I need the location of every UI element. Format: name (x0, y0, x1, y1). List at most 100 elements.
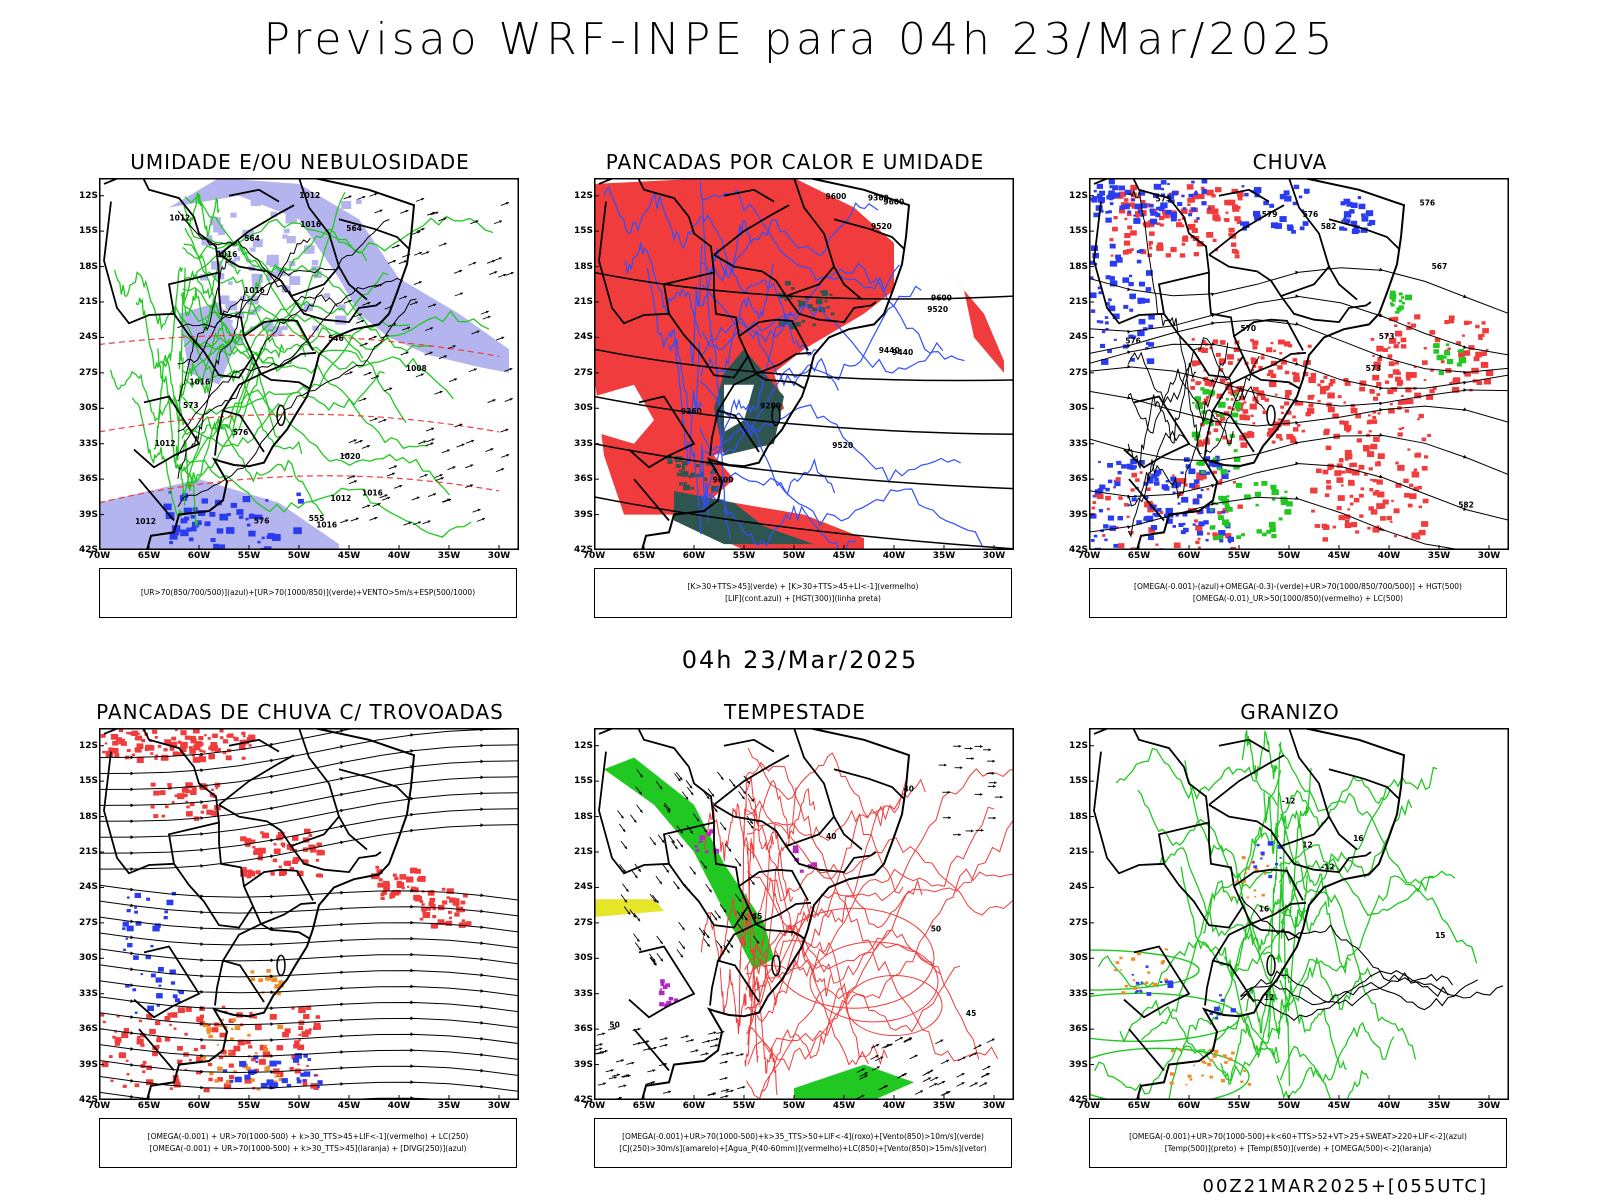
wind-arrowhead (861, 1068, 865, 1071)
wind-arrowhead (723, 827, 727, 831)
border-line (218, 728, 341, 848)
field-cell (145, 954, 151, 960)
contour-line (1267, 742, 1282, 1038)
border-line (1233, 868, 1304, 901)
border-line (833, 266, 863, 301)
field-cell (1203, 369, 1207, 372)
field-cell (1130, 248, 1134, 251)
field-cell (419, 917, 424, 921)
legend-line: [OMEGA(-0.001)+UR>70(1000-500)+k<60+TTS>… (1129, 1132, 1467, 1141)
field-cell (1340, 201, 1346, 206)
border-line (1250, 901, 1307, 925)
border-line (1328, 768, 1400, 800)
lon-axis: 70W 65W 60W 55W 50W 45W 40W 35W 30W (1078, 551, 1509, 563)
flow-arrow (130, 787, 134, 792)
flow-arrow (410, 1000, 414, 1005)
field-cell (276, 1060, 282, 1065)
field-cell (1356, 229, 1361, 233)
flow-arrow (270, 742, 274, 747)
contour-label: 564 (244, 234, 260, 243)
wind-arrowhead (439, 390, 443, 394)
flow-arrow (1379, 313, 1383, 318)
field-cell (1105, 211, 1109, 214)
contour-line (744, 761, 904, 894)
border-line (628, 945, 696, 1019)
wind-arrowhead (621, 1059, 624, 1063)
lat-tick-label: 21S (78, 847, 98, 857)
field-cell (1325, 385, 1331, 390)
border-line (290, 295, 382, 324)
field-cell (1137, 209, 1142, 214)
field-cell (699, 835, 705, 840)
field-cell (375, 865, 380, 869)
field-cell (306, 1064, 309, 1067)
field-cell (1250, 414, 1254, 417)
field-cell (1194, 190, 1198, 193)
field-cell (682, 460, 688, 466)
field-cell (1131, 957, 1136, 961)
field-cell (260, 831, 264, 834)
field-cell (1167, 983, 1174, 988)
lat-tick-label: 27S (78, 367, 98, 378)
field-cell (1181, 242, 1186, 246)
field-cell (1262, 532, 1267, 537)
field-cell (1209, 1012, 1213, 1016)
field-cell (225, 300, 238, 311)
field-cell (282, 234, 288, 239)
field-cell (454, 912, 460, 917)
wind-arrowhead (750, 825, 754, 829)
field-cell (1169, 1081, 1174, 1085)
contour-line (1280, 768, 1312, 939)
field-cell (1359, 493, 1364, 498)
lon-tick-label: 35W (932, 551, 956, 561)
field-cell (1351, 230, 1356, 234)
coastline (146, 728, 416, 1100)
field-cell (1310, 487, 1318, 494)
field-cell (153, 790, 160, 796)
field-cell (1270, 222, 1279, 229)
field-cell (1124, 189, 1132, 195)
field-cell (1092, 495, 1096, 498)
field-cell (1140, 203, 1148, 209)
border-line (103, 728, 265, 1003)
field-cell (211, 261, 222, 270)
flow-arrow (270, 854, 274, 859)
field-cell (1116, 257, 1123, 263)
contour-line (1277, 875, 1434, 1024)
contour-label: 1016 (300, 220, 321, 229)
field-cell (1252, 345, 1258, 350)
contour-line (701, 214, 817, 356)
lat-tick-label: 12S (1068, 740, 1088, 751)
field-cell (1091, 539, 1095, 542)
field-cell (221, 1005, 226, 1009)
field-cell (128, 731, 133, 735)
flow-arrow (130, 771, 134, 776)
lat-tick-label: 27S (573, 367, 593, 378)
field-cell (1280, 496, 1288, 503)
wind-arrowhead (471, 439, 475, 443)
field-cell (695, 464, 700, 468)
wind-arrowhead (353, 439, 357, 442)
field-cell (256, 1087, 261, 1091)
field-cell (1091, 506, 1096, 510)
field-cell (792, 848, 799, 854)
lon-tick-label: 55W (732, 551, 756, 561)
wind-arrowhead (971, 757, 974, 761)
contour-label: 546 (328, 334, 344, 343)
flow-arrow (480, 759, 484, 764)
field-cell (269, 1060, 277, 1067)
field-cell (1144, 203, 1151, 208)
contour-line (1180, 866, 1280, 1061)
border-line (167, 821, 220, 864)
contour-line (1240, 971, 1504, 1007)
field-cell (1268, 428, 1275, 434)
field-cell (1164, 978, 1169, 982)
field-cell (1118, 496, 1123, 500)
map-plot: 40 40 50 50 45 45 (594, 728, 1014, 1100)
field-cell (1115, 477, 1121, 482)
field-cell (1140, 199, 1146, 204)
field-cell (1146, 358, 1150, 362)
field-cell (1146, 992, 1152, 996)
field-cell (252, 239, 263, 248)
field-cell (208, 1077, 213, 1082)
